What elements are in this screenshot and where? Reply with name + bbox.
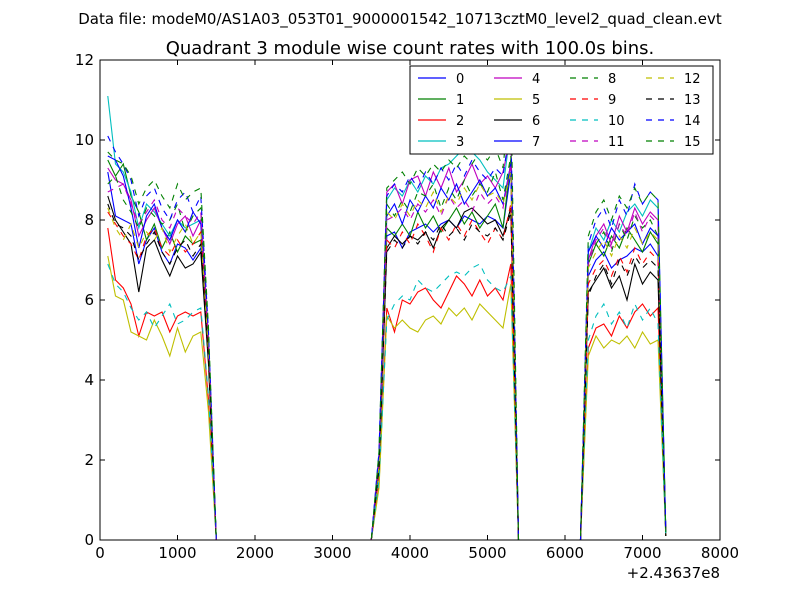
chart-title: Quadrant 3 module wise count rates with … [166,38,655,59]
legend-label-3: 3 [456,135,464,150]
chart-suptitle: Data file: modeM0/AS1A03_053T01_90000015… [78,10,722,29]
legend-label-7: 7 [532,135,540,150]
legend-label-5: 5 [532,93,540,108]
y-tick-label: 12 [75,51,94,69]
legend-label-11: 11 [608,135,625,150]
x-tick-label: 6000 [546,544,584,562]
series-line-2 [107,227,667,540]
y-tick-label: 8 [84,211,94,229]
y-tick-label: 4 [84,371,94,389]
series-line-9 [107,203,667,540]
x-tick-label: 0 [95,544,105,562]
legend-label-0: 0 [456,72,464,87]
x-tick-label: 3000 [313,544,351,562]
x-tick-label: 1000 [158,544,196,562]
y-tick-label: 6 [84,291,94,309]
series-line-8 [107,155,667,540]
series-layer [107,87,667,540]
legend-label-9: 9 [608,93,616,108]
series-line-5 [107,255,667,540]
x-tick-label: 2000 [236,544,274,562]
legend-label-10: 10 [608,114,625,129]
x-offset-label: +2.43637e8 [627,564,720,582]
x-tick-label: 4000 [391,544,429,562]
series-line-4 [107,135,667,540]
legend-label-4: 4 [532,72,540,87]
x-tick-label: 7000 [623,544,661,562]
legend-box [409,65,714,155]
series-line-14 [107,123,667,540]
y-tick-label: 10 [75,131,94,149]
series-line-13 [107,203,667,540]
y-tick-label: 2 [84,451,94,469]
x-tick-label: 5000 [468,544,506,562]
legend-label-2: 2 [456,114,464,129]
legend-label-15: 15 [684,135,701,150]
x-axis: 0 1000 2000 3000 4000 5000 6000 7000 8000 [95,60,739,562]
x-tick-label: 8000 [701,544,739,562]
legend-label-13: 13 [684,93,701,108]
legend-label-8: 8 [608,72,616,87]
series-line-10 [107,263,667,540]
series-line-15 [107,87,667,540]
legend-label-12: 12 [684,72,701,87]
legend-label-1: 1 [456,93,464,108]
y-tick-label: 0 [84,531,94,549]
legend-label-14: 14 [684,114,701,129]
legend-label-6: 6 [532,114,540,129]
